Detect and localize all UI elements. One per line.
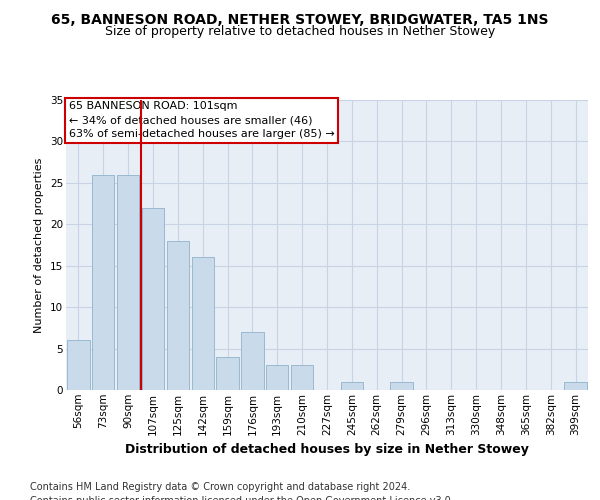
Bar <box>142 208 164 390</box>
Bar <box>191 258 214 390</box>
Y-axis label: Number of detached properties: Number of detached properties <box>34 158 44 332</box>
Bar <box>266 365 289 390</box>
Bar <box>291 365 313 390</box>
Bar <box>67 340 89 390</box>
Text: 65 BANNESON ROAD: 101sqm
← 34% of detached houses are smaller (46)
63% of semi-d: 65 BANNESON ROAD: 101sqm ← 34% of detach… <box>68 102 334 140</box>
Text: Contains HM Land Registry data © Crown copyright and database right 2024.
Contai: Contains HM Land Registry data © Crown c… <box>30 482 454 500</box>
Text: Size of property relative to detached houses in Nether Stowey: Size of property relative to detached ho… <box>105 25 495 38</box>
Bar <box>117 174 139 390</box>
Bar <box>391 382 413 390</box>
Bar <box>92 174 115 390</box>
Bar <box>565 382 587 390</box>
Bar <box>241 332 263 390</box>
Bar <box>167 241 189 390</box>
Text: 65, BANNESON ROAD, NETHER STOWEY, BRIDGWATER, TA5 1NS: 65, BANNESON ROAD, NETHER STOWEY, BRIDGW… <box>51 12 549 26</box>
X-axis label: Distribution of detached houses by size in Nether Stowey: Distribution of detached houses by size … <box>125 443 529 456</box>
Bar <box>217 357 239 390</box>
Bar <box>341 382 363 390</box>
